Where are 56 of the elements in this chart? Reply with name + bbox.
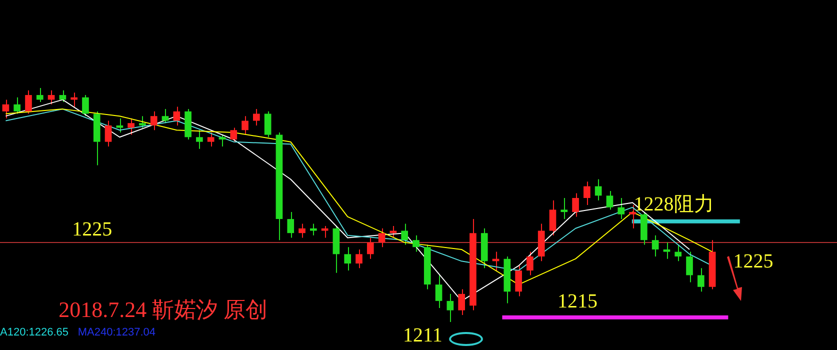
candlestick [697,268,704,292]
candlestick [344,246,352,272]
candlestick [674,244,682,262]
candlestick [36,88,44,103]
candlestick [218,134,226,147]
candlestick [82,94,89,117]
candlestick [663,242,670,260]
candlestick [116,118,124,133]
candlestick [435,274,442,308]
candlestick [515,265,522,297]
candlestick [253,108,260,126]
text: 1211 [403,324,442,346]
candlestick [686,251,693,283]
candlestick [412,234,420,252]
annotation: 2018.7.24 靳婼汐 原创 [58,296,268,322]
candlestick [173,106,180,126]
candlestick [629,204,636,229]
candlestick [230,127,238,142]
text: 1225 [733,250,774,272]
candlestick [549,200,556,236]
candlestick [458,288,465,316]
candlestick [150,110,158,131]
candlestick [572,192,579,218]
candlestick [207,132,214,147]
candlestick [584,181,590,206]
candlestick [14,96,21,114]
candlestick [59,90,66,103]
candlestick [264,110,272,138]
candlestick [366,237,374,260]
annotation: 1228阻力 [634,193,714,216]
candlestick [652,234,659,257]
candlestick [162,108,169,124]
annotation: 1225 [72,218,112,240]
candlestick [356,248,362,269]
candlestick [560,197,568,220]
candlestick [606,190,614,210]
candlestick [48,90,55,105]
candlestick [298,223,306,238]
candlestick [594,178,602,201]
annotation: 1215 [558,290,598,312]
candlestick [287,212,294,238]
candlestick [25,90,32,114]
candlestick [526,251,534,276]
candlestick [104,120,112,147]
text: A120:1226.65 [0,326,69,339]
candlestick [242,116,248,136]
candlestick [139,116,146,128]
candlestick [390,226,397,238]
candlestick [196,130,203,150]
candlestick [618,197,625,220]
candlestick [128,118,134,136]
candlestick [378,228,386,248]
text: MA240:1237.04 [78,326,156,339]
candlestick [401,223,408,246]
candlestick [2,99,10,119]
candlestick [446,293,454,322]
